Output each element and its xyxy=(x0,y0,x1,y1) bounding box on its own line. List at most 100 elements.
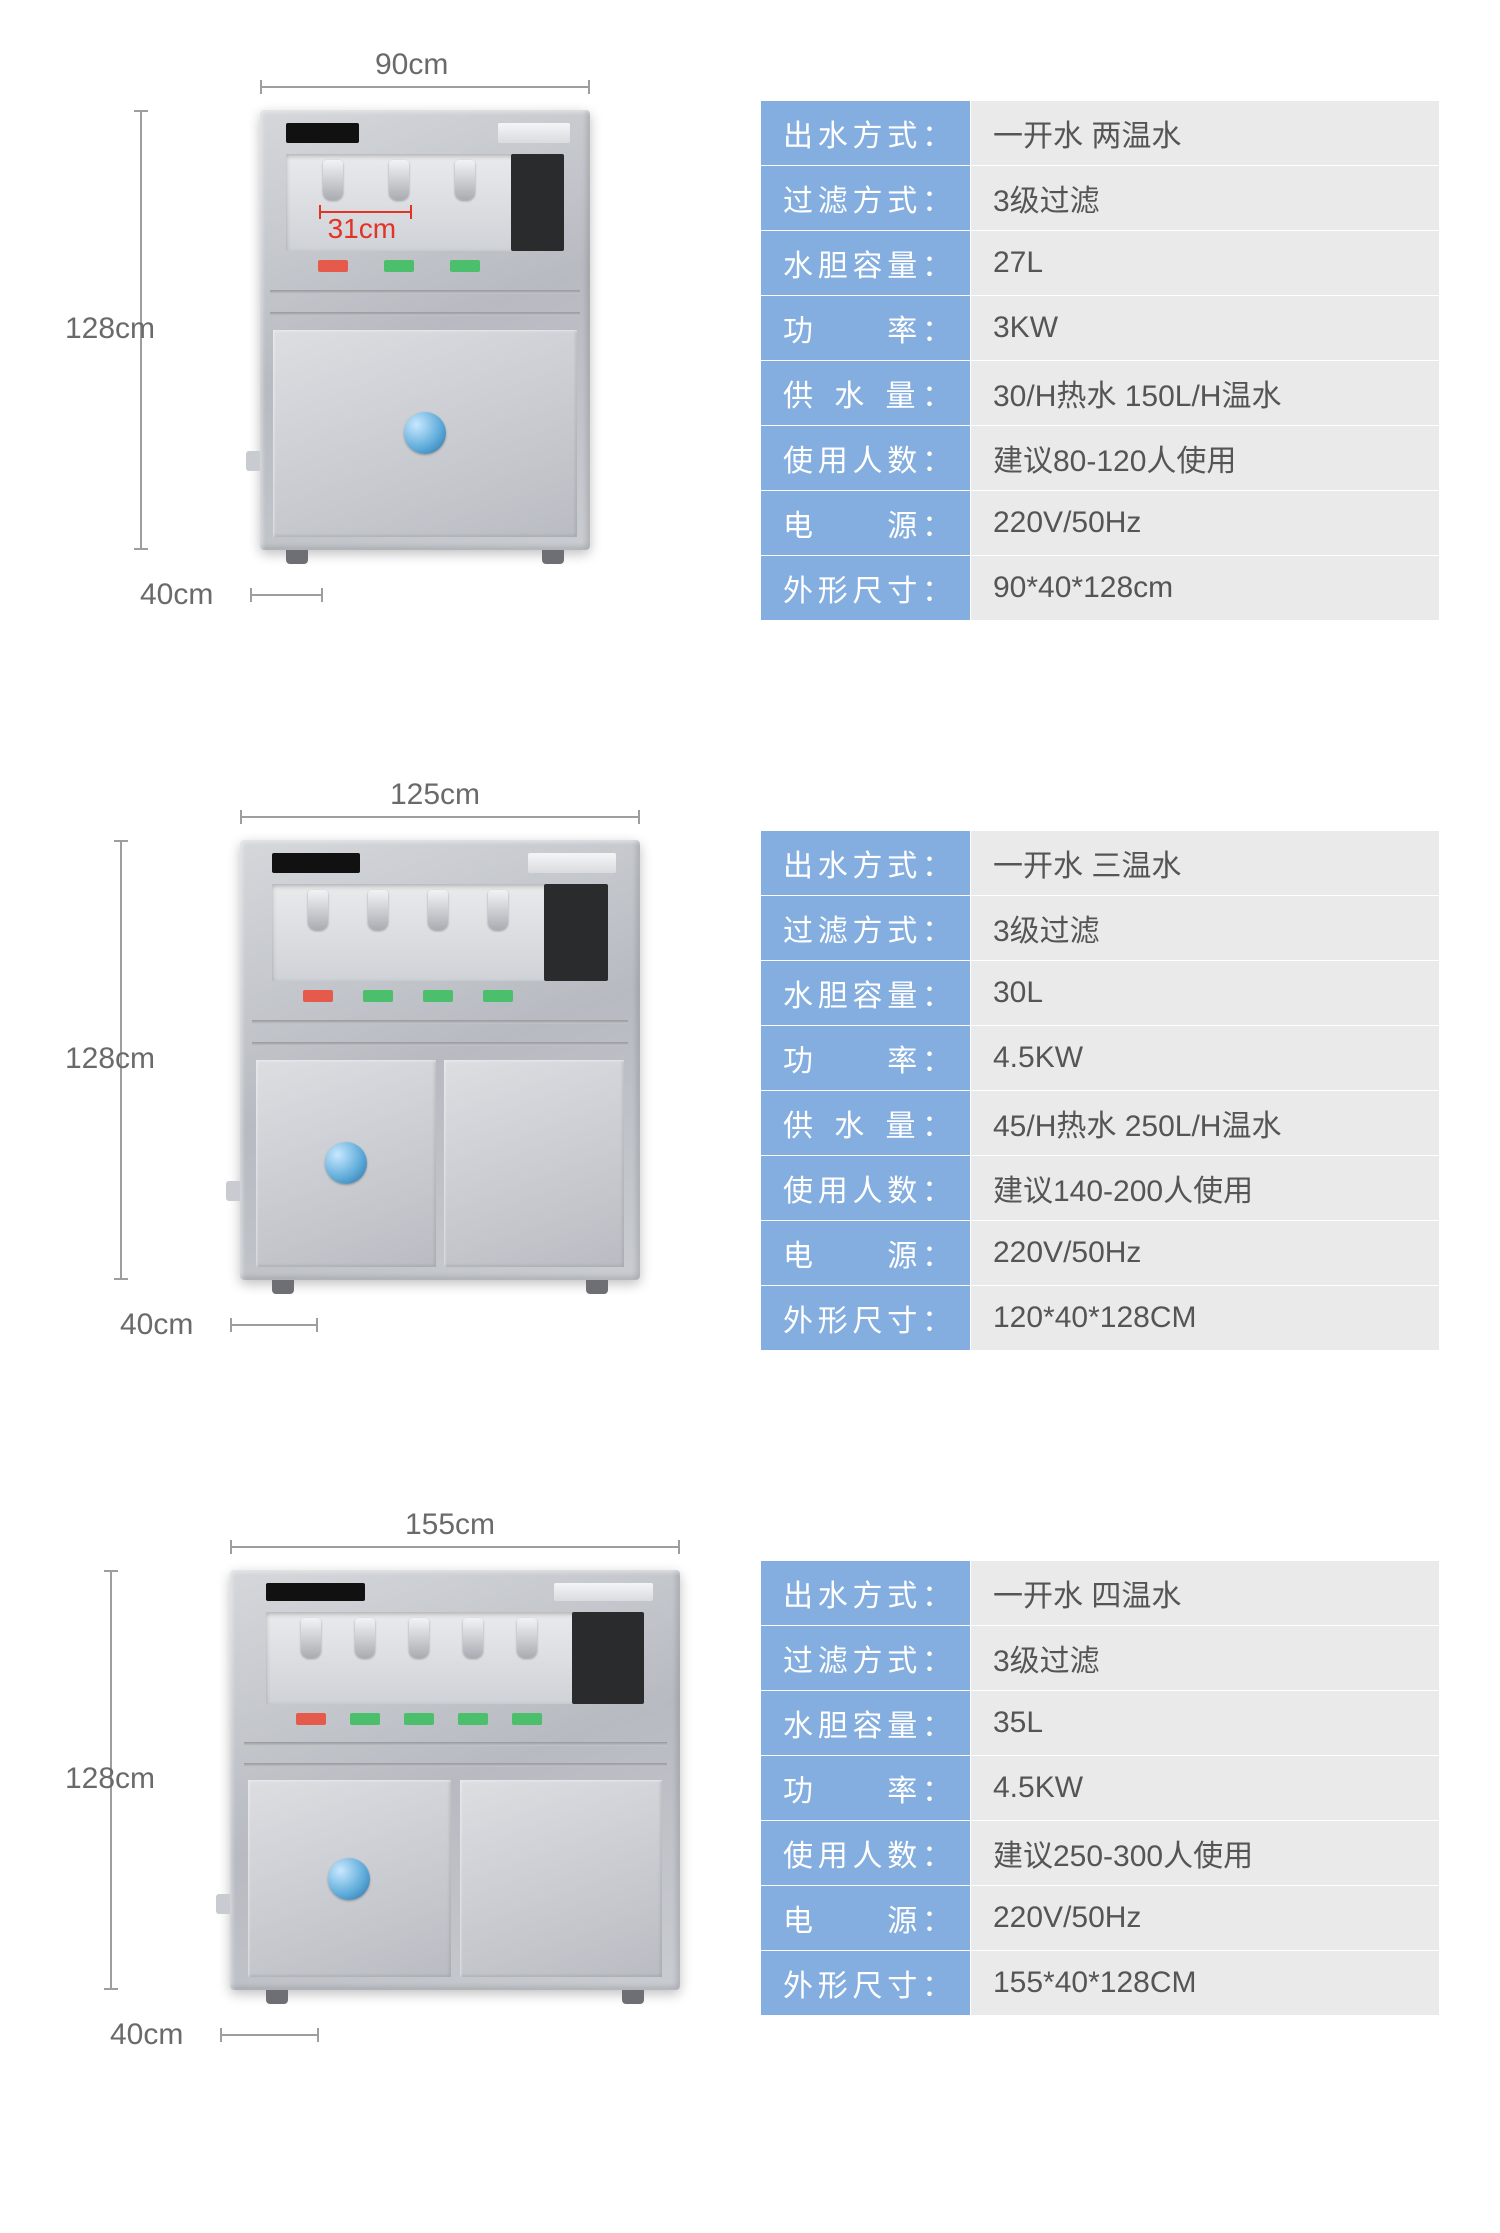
drain-pipe xyxy=(246,451,260,471)
spec-key-text: 使用人数： xyxy=(783,1166,952,1210)
faucet-label xyxy=(384,260,414,272)
table-row: 过滤方式：3级过滤 xyxy=(761,896,1440,961)
cabinet-door-right xyxy=(460,1780,663,1977)
table-row: 电 源：220V/50Hz xyxy=(761,491,1440,556)
faucet xyxy=(308,890,328,930)
spec-key-text: 过滤方式： xyxy=(783,1636,952,1680)
dim-label-width: 90cm xyxy=(375,48,448,82)
machine-body xyxy=(240,840,640,1280)
faucet xyxy=(428,890,448,930)
cabinet-door xyxy=(273,330,577,537)
spec-key: 电 源： xyxy=(761,491,971,556)
faucet-label-row xyxy=(300,260,498,272)
spec-key-text: 电 源： xyxy=(783,1231,952,1275)
faucet xyxy=(517,1618,537,1658)
spec-key: 功 率： xyxy=(761,1756,971,1821)
spec-value: 30L xyxy=(971,961,1440,1026)
spec-key-text: 使用人数： xyxy=(783,436,952,480)
spec-key-text: 水胆容量： xyxy=(783,1701,952,1745)
cabinet-door-left xyxy=(256,1060,436,1267)
spec-key: 出水方式： xyxy=(761,101,971,166)
table-row: 使用人数：建议140-200人使用 xyxy=(761,1156,1440,1221)
dim-label-spout-gap: 31cm xyxy=(328,213,396,245)
dim-line-width xyxy=(260,86,590,88)
faucet-label xyxy=(404,1713,434,1725)
table-row: 过滤方式：3级过滤 xyxy=(761,166,1440,231)
spec-value: 建议80-120人使用 xyxy=(971,426,1440,491)
spec-key: 电 源： xyxy=(761,1221,971,1286)
dim-label-depth: 40cm xyxy=(110,2018,183,2052)
spec-key: 出水方式： xyxy=(761,831,971,896)
spec-value: 220V/50Hz xyxy=(971,1221,1440,1286)
spec-key: 供 水 量： xyxy=(761,1091,971,1156)
faucet-label xyxy=(458,1713,488,1725)
table-row: 外形尺寸：155*40*128CM xyxy=(761,1951,1440,2016)
foot-right xyxy=(542,550,564,564)
spec-table: 出水方式：一开水 两温水过滤方式：3级过滤水胆容量：27L功 率：3KW供 水 … xyxy=(760,100,1440,621)
faucet-label xyxy=(423,990,453,1002)
spec-value: 一开水 两温水 xyxy=(971,101,1440,166)
table-row: 电 源：220V/50Hz xyxy=(761,1886,1440,1951)
shelf-lower xyxy=(244,1763,667,1767)
dim-line-width xyxy=(230,1546,680,1548)
control-panel xyxy=(266,1583,365,1602)
shelf-lower xyxy=(252,1042,628,1046)
spec-key-text: 使用人数： xyxy=(783,1831,952,1875)
foot-left xyxy=(266,1990,288,2004)
spec-value: 一开水 四温水 xyxy=(971,1561,1440,1626)
spec-key-text: 外形尺寸： xyxy=(783,566,952,610)
brand-badge-icon xyxy=(404,412,446,454)
cabinet-door-left xyxy=(248,1780,451,1977)
faucet-label xyxy=(450,260,480,272)
drain-pipe xyxy=(226,1181,240,1201)
dim-line-depth xyxy=(250,594,323,596)
spec-key: 水胆容量： xyxy=(761,961,971,1026)
spec-key-text: 功 率： xyxy=(783,306,952,350)
spec-key: 使用人数： xyxy=(761,1156,971,1221)
spec-key-text: 电 源： xyxy=(783,501,952,545)
dark-side-panel xyxy=(511,154,564,251)
spec-key: 出水方式： xyxy=(761,1561,971,1626)
spec-value: 3级过滤 xyxy=(971,1626,1440,1691)
faucet-label-row xyxy=(284,1713,554,1725)
product-block: 90cm128cm40cm 31cm出水方式：一开水 两温水过滤方式：3级过滤水… xyxy=(60,40,1440,640)
dim-line-depth xyxy=(220,2034,319,2036)
brand-plate xyxy=(498,123,571,143)
spec-key: 外形尺寸： xyxy=(761,1286,971,1351)
control-panel xyxy=(272,853,360,873)
product-diagram: 90cm128cm40cm 31cm xyxy=(60,40,700,640)
spec-value: 30/H热水 150L/H温水 xyxy=(971,361,1440,426)
foot-left xyxy=(286,550,308,564)
table-row: 功 率：4.5KW xyxy=(761,1756,1440,1821)
faucet xyxy=(301,1618,321,1658)
foot-right xyxy=(586,1280,608,1294)
spec-value: 90*40*128cm xyxy=(971,556,1440,621)
spec-value: 155*40*128CM xyxy=(971,1951,1440,2016)
spec-key: 功 率： xyxy=(761,1026,971,1091)
shelf-upper xyxy=(252,1020,628,1024)
faucet-label-row xyxy=(288,990,528,1002)
brand-plate xyxy=(554,1583,653,1602)
table-row: 出水方式：一开水 四温水 xyxy=(761,1561,1440,1626)
spec-key: 功 率： xyxy=(761,296,971,361)
spec-key: 使用人数： xyxy=(761,1821,971,1886)
cabinet-door-right xyxy=(444,1060,624,1267)
shelf-lower xyxy=(270,312,580,316)
table-row: 水胆容量：30L xyxy=(761,961,1440,1026)
spec-value: 35L xyxy=(971,1691,1440,1756)
faucet-row xyxy=(284,1612,554,1704)
faucet xyxy=(368,890,388,930)
table-row: 功 率：3KW xyxy=(761,296,1440,361)
faucet-label xyxy=(483,990,513,1002)
table-row: 水胆容量： 35L xyxy=(761,1691,1440,1756)
faucet xyxy=(323,160,343,200)
product-block: 125cm128cm40cm 出水方式：一开水 三温水过滤方式：3级过滤水胆容量… xyxy=(60,770,1440,1370)
dim-label-depth: 40cm xyxy=(120,1308,193,1342)
machine-body xyxy=(230,1570,680,1990)
spec-key: 电 源： xyxy=(761,1886,971,1951)
table-row: 使用人数： 建议80-120人使用 xyxy=(761,426,1440,491)
spec-key-text: 出水方式： xyxy=(783,841,952,885)
dim-label-width: 155cm xyxy=(405,1508,495,1542)
shelf-upper xyxy=(244,1742,667,1746)
spec-key-text: 功 率： xyxy=(783,1766,952,1810)
